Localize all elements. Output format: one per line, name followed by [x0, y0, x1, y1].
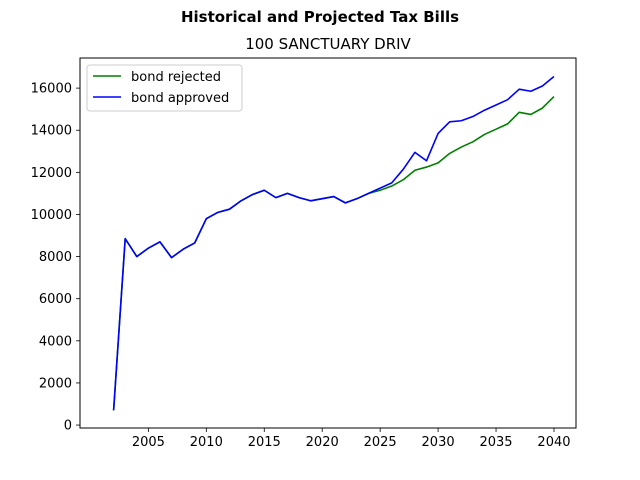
legend-label-bond-rejected: bond rejected — [131, 70, 221, 85]
y-tick-label: 14000 — [31, 124, 72, 139]
x-tick-label: 2040 — [537, 435, 570, 450]
legend-label-bond-approved: bond approved — [131, 91, 229, 106]
plot-frame — [79, 57, 577, 429]
y-axis: 0 2000 4000 6000 8000 10000 12000 14000 16000 — [31, 82, 80, 434]
y-tick-label: 16000 — [31, 82, 72, 97]
chart-subtitle: 100 SANCTUARY DRIV — [245, 35, 411, 53]
legend: bond rejected bond approved — [86, 64, 243, 112]
series-line-bond-approved — [112, 75, 555, 411]
x-tick-label: 2015 — [248, 435, 281, 450]
y-tick-label: 2000 — [39, 376, 72, 391]
y-tick-label: 8000 — [39, 250, 72, 265]
y-tick-label: 4000 — [39, 334, 72, 349]
x-tick-label: 2025 — [364, 435, 397, 450]
y-tick-label: 10000 — [31, 208, 72, 223]
chart-title: Historical and Projected Tax Bills — [181, 8, 459, 26]
legend-box — [86, 64, 243, 112]
x-tick-label: 2035 — [479, 435, 512, 450]
series-layer — [112, 75, 555, 411]
x-tick-label: 2030 — [422, 435, 455, 450]
y-tick-label: 6000 — [39, 292, 72, 307]
y-tick-label: 12000 — [31, 166, 72, 181]
y-tick-label: 0 — [64, 419, 72, 434]
x-tick-label: 2020 — [306, 435, 339, 450]
x-axis: 2005 2010 2015 2020 2025 2030 2035 2040 — [132, 428, 571, 450]
x-tick-label: 2005 — [132, 435, 165, 450]
x-tick-label: 2010 — [190, 435, 223, 450]
series-line-bond-rejected — [112, 95, 555, 411]
